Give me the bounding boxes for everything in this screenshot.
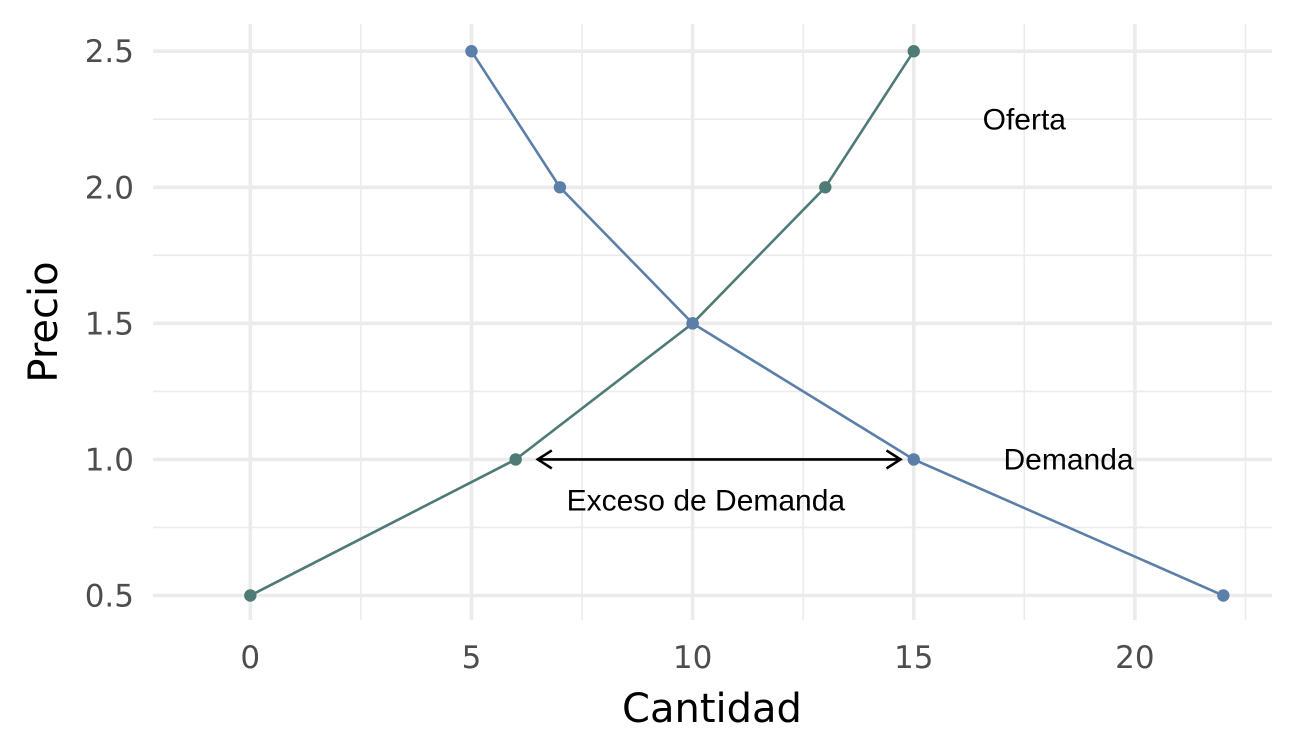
series-point-1 (1217, 589, 1230, 602)
x-tick-label: 20 (1115, 640, 1154, 676)
y-tick-label: 1.0 (85, 442, 134, 478)
excess-demand-arrow (535, 449, 903, 470)
x-tick-label: 10 (673, 640, 712, 676)
series-point-1 (686, 317, 699, 330)
series-point-1 (465, 45, 478, 58)
y-tick-label: 2.5 (85, 34, 134, 70)
x-tick-label: 0 (240, 640, 260, 676)
annotation-label: Oferta (983, 103, 1067, 136)
annotation-label: Exceso de Demanda (567, 484, 846, 517)
series-points (244, 45, 1230, 602)
series-point-0 (907, 45, 920, 58)
arrow-head-left (535, 449, 553, 470)
series-point-0 (244, 589, 257, 602)
y-tick-label: 0.5 (85, 579, 134, 615)
x-tick-label: 15 (894, 640, 933, 676)
tick-labels: 0 5 10 15 20 0.5 1.0 1.5 2.0 2.5 (85, 34, 1155, 676)
y-tick-label: 2.0 (85, 170, 134, 206)
annotations: Oferta Demanda Exceso de Demanda (567, 103, 1134, 517)
y-axis-title: Precio (21, 261, 67, 382)
series-point-0 (819, 181, 832, 194)
grid (153, 24, 1272, 620)
x-axis-title: Cantidad (622, 686, 802, 732)
series-point-1 (907, 453, 920, 466)
y-tick-label: 1.5 (85, 306, 134, 342)
arrow-head-right (885, 449, 903, 470)
series-point-0 (509, 453, 522, 466)
series-point-1 (553, 181, 567, 194)
annotation-label: Demanda (1004, 443, 1134, 476)
x-tick-label: 5 (462, 640, 482, 676)
